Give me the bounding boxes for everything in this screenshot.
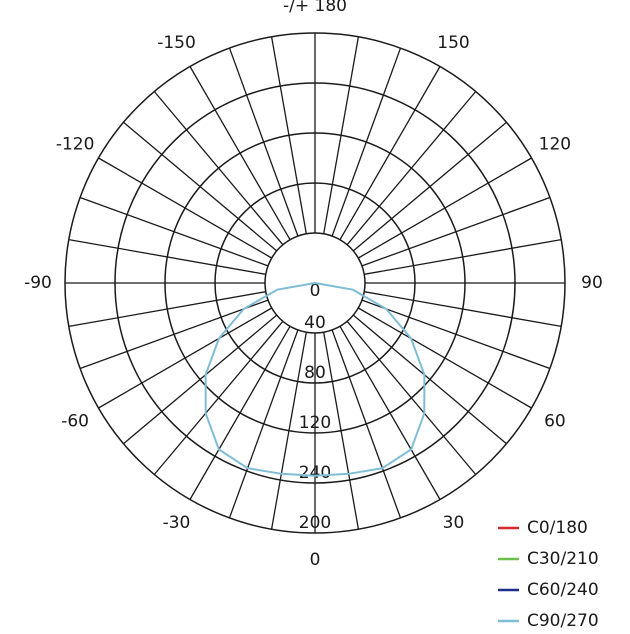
angle-label: -60: [61, 412, 89, 432]
ring-label: 240: [299, 463, 331, 483]
ring: [214, 182, 416, 384]
angle-label: -90: [24, 273, 52, 293]
ring: [264, 232, 366, 334]
angle-label: 90: [581, 273, 603, 293]
legend-label: C0/180: [527, 518, 588, 538]
angle-label: 150: [437, 33, 469, 53]
legend-label: C60/240: [527, 580, 599, 600]
angle-label: 0: [310, 550, 321, 570]
angle-label: -30: [163, 513, 191, 533]
curve: [204, 282, 426, 477]
ring-label: 120: [299, 413, 331, 433]
angle-label: -120: [56, 135, 95, 155]
ring: [114, 82, 516, 484]
angle-label: 60: [544, 412, 566, 432]
ring-label: 40: [304, 313, 326, 333]
ring-label: 200: [299, 513, 331, 533]
angle-label: 30: [443, 513, 465, 533]
ring-label: 0: [310, 281, 321, 301]
angle-label: 120: [539, 135, 571, 155]
legend-label: C90/270: [527, 611, 599, 630]
legend-label: C30/210: [527, 549, 599, 569]
angle-label: -/+ 180: [283, 0, 347, 16]
ring: [164, 132, 466, 434]
ring-label: 80: [304, 363, 326, 383]
ring: [64, 32, 566, 534]
angle-label: -150: [157, 33, 196, 53]
